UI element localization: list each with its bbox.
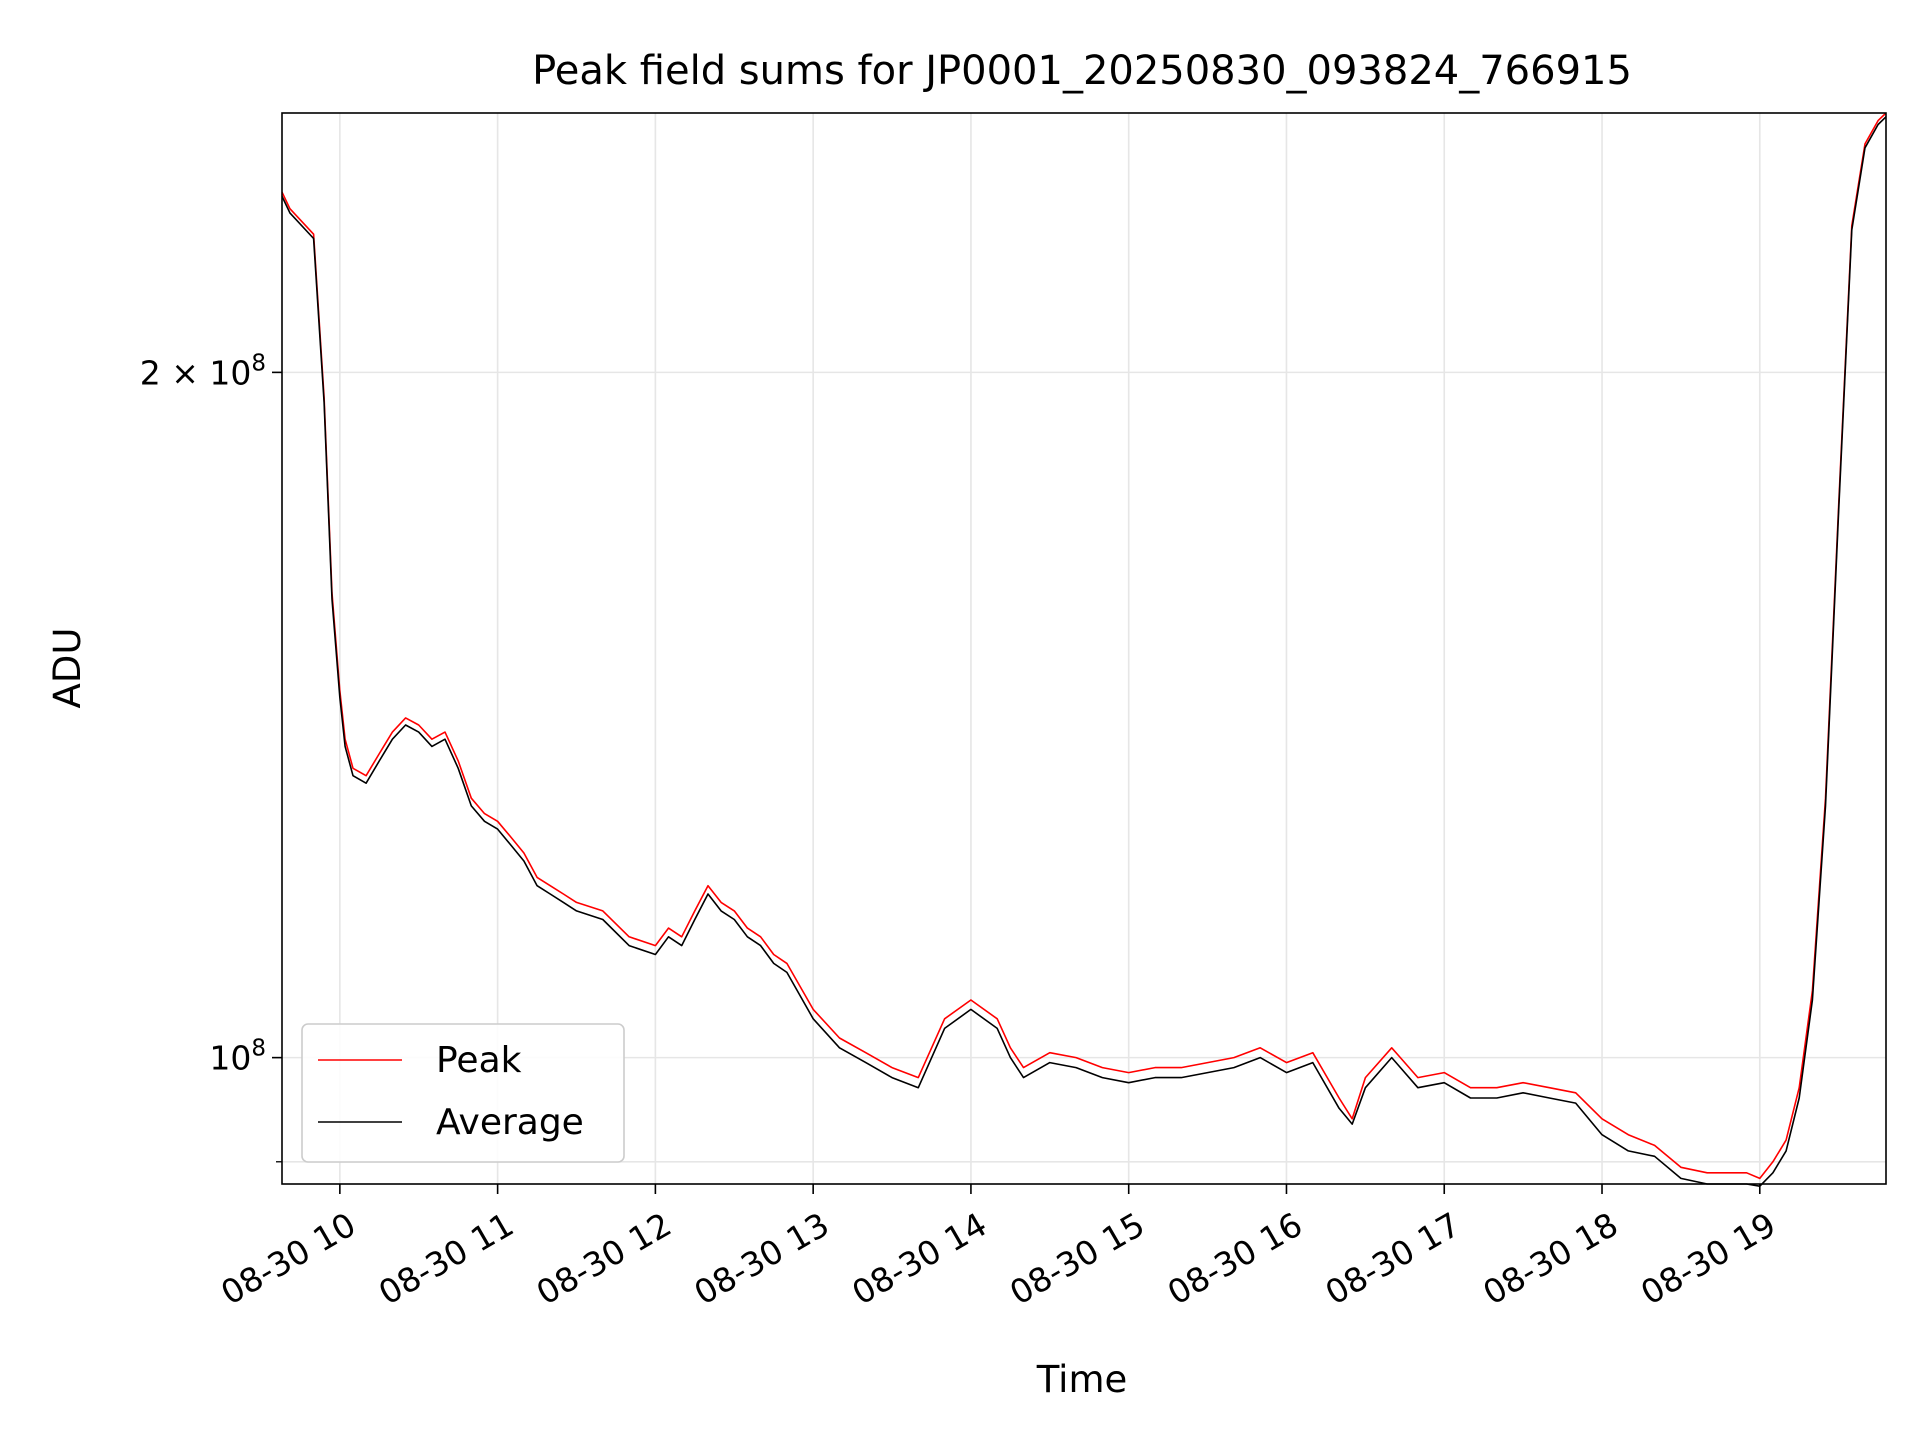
y-tick-label: 108 — [209, 1036, 266, 1078]
plot-frame — [281, 112, 1887, 1185]
legend-label: Peak — [436, 1040, 522, 1081]
series-line-peak — [281, 112, 1887, 1180]
grid — [282, 113, 1886, 1184]
legend: Peak Average — [301, 1023, 625, 1163]
chart-title: Peak field sums for JP0001_20250830_0938… — [532, 48, 1632, 94]
y-axis-label: ADU — [46, 628, 89, 709]
legend-label: Average — [436, 1102, 584, 1143]
y-tick-label: 2 × 108 — [140, 350, 266, 392]
series-lines — [281, 112, 1887, 1187]
legend-box — [301, 1023, 625, 1163]
series-line-average — [281, 116, 1887, 1187]
x-axis-label: Time — [1036, 1358, 1128, 1401]
